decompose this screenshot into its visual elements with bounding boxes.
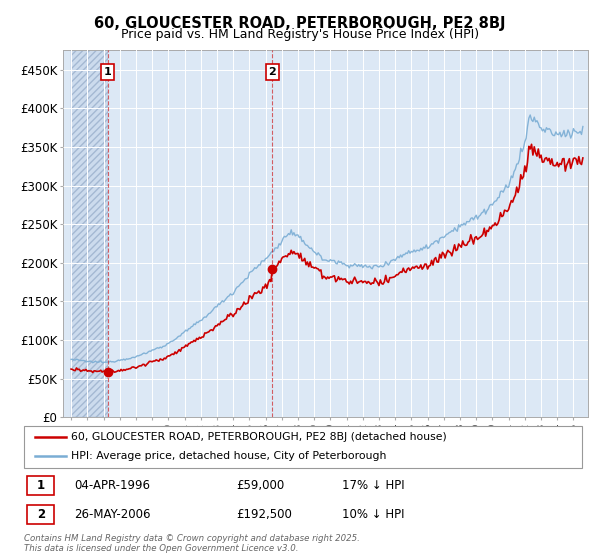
Text: Contains HM Land Registry data © Crown copyright and database right 2025.
This d: Contains HM Land Registry data © Crown c… xyxy=(24,534,360,553)
Text: 04-APR-1996: 04-APR-1996 xyxy=(74,479,150,492)
Text: Price paid vs. HM Land Registry's House Price Index (HPI): Price paid vs. HM Land Registry's House … xyxy=(121,28,479,41)
Text: 60, GLOUCESTER ROAD, PETERBOROUGH, PE2 8BJ: 60, GLOUCESTER ROAD, PETERBOROUGH, PE2 8… xyxy=(94,16,506,31)
Text: 26-MAY-2006: 26-MAY-2006 xyxy=(74,508,151,521)
Text: 60, GLOUCESTER ROAD, PETERBOROUGH, PE2 8BJ (detached house): 60, GLOUCESTER ROAD, PETERBOROUGH, PE2 8… xyxy=(71,432,447,442)
Text: 17% ↓ HPI: 17% ↓ HPI xyxy=(342,479,404,492)
FancyBboxPatch shape xyxy=(28,505,54,524)
Text: £192,500: £192,500 xyxy=(236,508,292,521)
Text: 2: 2 xyxy=(268,67,276,77)
Text: 10% ↓ HPI: 10% ↓ HPI xyxy=(342,508,404,521)
Text: 1: 1 xyxy=(104,67,112,77)
FancyBboxPatch shape xyxy=(24,426,582,468)
FancyBboxPatch shape xyxy=(28,475,54,494)
Text: 1: 1 xyxy=(37,479,45,492)
Polygon shape xyxy=(107,50,272,417)
Text: 2: 2 xyxy=(37,508,45,521)
Polygon shape xyxy=(71,50,107,417)
Text: £59,000: £59,000 xyxy=(236,479,284,492)
Text: HPI: Average price, detached house, City of Peterborough: HPI: Average price, detached house, City… xyxy=(71,451,387,461)
